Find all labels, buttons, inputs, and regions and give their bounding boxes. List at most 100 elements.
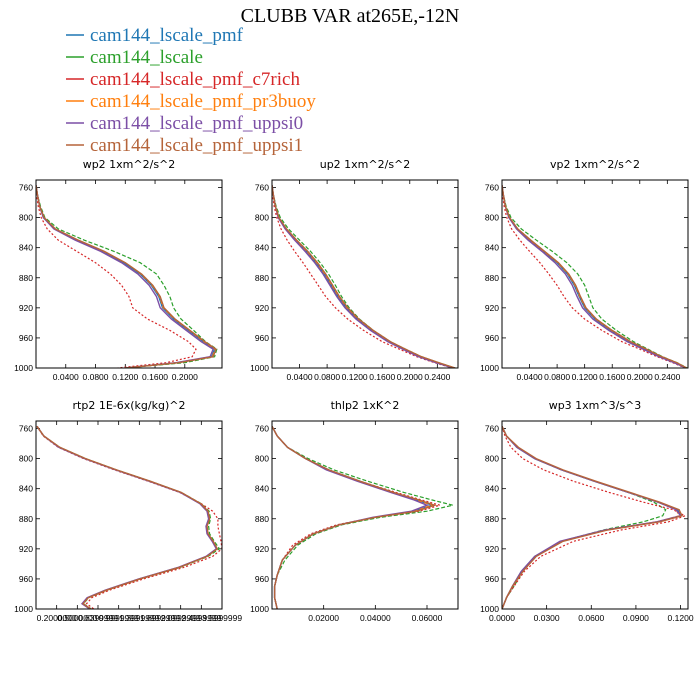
panel-title: up2 1xm^2/s^2 xyxy=(320,158,411,171)
series-line xyxy=(272,426,453,609)
x-tick-label: 1.3999999 xyxy=(119,613,159,623)
legend-entry: cam144_lscale_pmf_pr3buoy xyxy=(66,91,316,112)
y-tick-label: 760 xyxy=(485,183,499,193)
plot-frame xyxy=(271,179,459,369)
series-line xyxy=(36,185,217,368)
series-line xyxy=(502,185,686,368)
y-tick-label: 760 xyxy=(255,424,269,434)
x-tick-label: 0.6399999 xyxy=(78,613,118,623)
y-tick-label: 1000 xyxy=(480,604,499,614)
series-line xyxy=(272,425,435,609)
series-line xyxy=(36,425,221,609)
x-tick-label: 0.02000 xyxy=(308,613,339,623)
legend-entry: cam144_lscale_pmf xyxy=(66,25,244,46)
legend-label: cam144_lscale_pmf_uppsi1 xyxy=(90,135,303,156)
y-tick-label: 1000 xyxy=(14,363,33,373)
series-line xyxy=(272,426,435,609)
x-tick-label: 0.0000 xyxy=(489,613,515,623)
series-line xyxy=(502,185,687,368)
legend: cam144_lscale_pmfcam144_lscalecam144_lsc… xyxy=(66,25,316,156)
y-tick-label: 960 xyxy=(19,574,33,584)
series-line xyxy=(272,185,453,368)
y-tick-label: 920 xyxy=(19,303,33,313)
y-tick-label: 840 xyxy=(485,243,499,253)
legend-entry: cam144_lscale_pmf_uppsi1 xyxy=(66,135,303,156)
panel: wp2 1xm^2/s^2 760 800 840 880 920 960 1000 0.040… xyxy=(14,158,223,382)
y-tick-label: 960 xyxy=(255,333,269,343)
panel: thlp2 1xK^2 760 800 840 880 920 960 1000 0.02000… xyxy=(250,399,459,623)
x-tick-label: 0.1200 xyxy=(668,613,694,623)
legend-entry: cam144_lscale_pmf_c7rich xyxy=(66,69,300,90)
series-line xyxy=(502,185,688,368)
series-line xyxy=(36,185,217,368)
x-tick-label: 0.1600 xyxy=(369,372,395,382)
x-tick-label: 0.0800 xyxy=(83,372,109,382)
y-tick-label: 800 xyxy=(255,213,269,223)
x-tick-label: 2.4999999 xyxy=(181,613,221,623)
panel-title: wp3 1xm^3/s^3 xyxy=(549,399,642,412)
y-tick-label: 920 xyxy=(485,303,499,313)
series-line xyxy=(272,185,456,368)
x-tick-label: 3.5999999 xyxy=(202,613,242,623)
y-tick-label: 1000 xyxy=(250,604,269,614)
legend-label: cam144_lscale_pmf xyxy=(90,25,244,46)
plot-frame xyxy=(35,420,223,610)
x-tick-label: 0.0400 xyxy=(53,372,79,382)
x-tick-label: 0.06000 xyxy=(412,613,443,623)
series-line xyxy=(272,185,454,368)
y-tick-label: 880 xyxy=(19,514,33,524)
x-tick-label: 0.2000000 xyxy=(37,613,77,623)
y-tick-label: 760 xyxy=(485,424,499,434)
y-tick-label: 880 xyxy=(19,273,33,283)
panel-grid: wp2 1xm^2/s^2 760 800 840 880 920 960 1000 0.040… xyxy=(14,158,694,623)
panel: up2 1xm^2/s^2 760 800 840 880 920 960 1000 0.040… xyxy=(250,158,459,382)
panel-title: rtp2 1E-6x(kg/kg)^2 xyxy=(73,399,186,412)
x-tick-label: 0.9999999 xyxy=(99,613,139,623)
plot-frame xyxy=(271,420,459,610)
series-line xyxy=(272,185,455,368)
y-tick-label: 840 xyxy=(19,243,33,253)
series-line xyxy=(502,185,687,368)
y-tick-label: 760 xyxy=(19,183,33,193)
legend-label: cam144_lscale_pmf_c7rich xyxy=(90,69,300,90)
series-line xyxy=(502,185,687,368)
y-tick-label: 800 xyxy=(485,454,499,464)
y-tick-label: 800 xyxy=(255,454,269,464)
y-tick-label: 760 xyxy=(255,183,269,193)
series-line xyxy=(272,425,438,609)
x-tick-label: 0.2000 xyxy=(172,372,198,382)
series-line xyxy=(36,185,197,368)
x-tick-label: 0.1600 xyxy=(142,372,168,382)
x-tick-label: 0.0600 xyxy=(578,613,604,623)
x-tick-label: 0.0800 xyxy=(544,372,570,382)
y-tick-label: 800 xyxy=(485,213,499,223)
series-line xyxy=(36,425,218,609)
y-tick-label: 800 xyxy=(19,213,33,223)
y-tick-label: 920 xyxy=(255,303,269,313)
legend-entry: cam144_lscale xyxy=(66,47,203,68)
series-line xyxy=(272,185,456,368)
figure-title: CLUBB VAR at265E,-12N xyxy=(241,5,460,27)
series-line xyxy=(36,425,218,609)
legend-label: cam144_lscale_pmf_pr3buoy xyxy=(90,91,316,112)
y-tick-label: 1000 xyxy=(480,363,499,373)
panel: rtp2 1E-6x(kg/kg)^2 760 800 840 880 920 960 100… xyxy=(14,399,242,623)
x-tick-label: 0.0900 xyxy=(623,613,649,623)
y-tick-label: 920 xyxy=(255,544,269,554)
x-tick-label: 0.1200 xyxy=(572,372,598,382)
x-tick-label: 0.0800 xyxy=(314,372,340,382)
y-tick-label: 920 xyxy=(485,544,499,554)
y-tick-label: 840 xyxy=(255,484,269,494)
y-tick-label: 880 xyxy=(255,514,269,524)
panel-title: thlp2 1xK^2 xyxy=(331,399,400,412)
y-tick-label: 840 xyxy=(485,484,499,494)
panel-title: wp2 1xm^2/s^2 xyxy=(83,158,176,171)
series-line xyxy=(36,425,219,609)
x-tick-label: 0.2000 xyxy=(627,372,653,382)
y-tick-label: 800 xyxy=(19,454,33,464)
x-tick-label: 0.5000000 xyxy=(57,613,97,623)
y-tick-label: 840 xyxy=(255,243,269,253)
x-tick-label: 0.1200 xyxy=(342,372,368,382)
series-line xyxy=(502,185,687,368)
